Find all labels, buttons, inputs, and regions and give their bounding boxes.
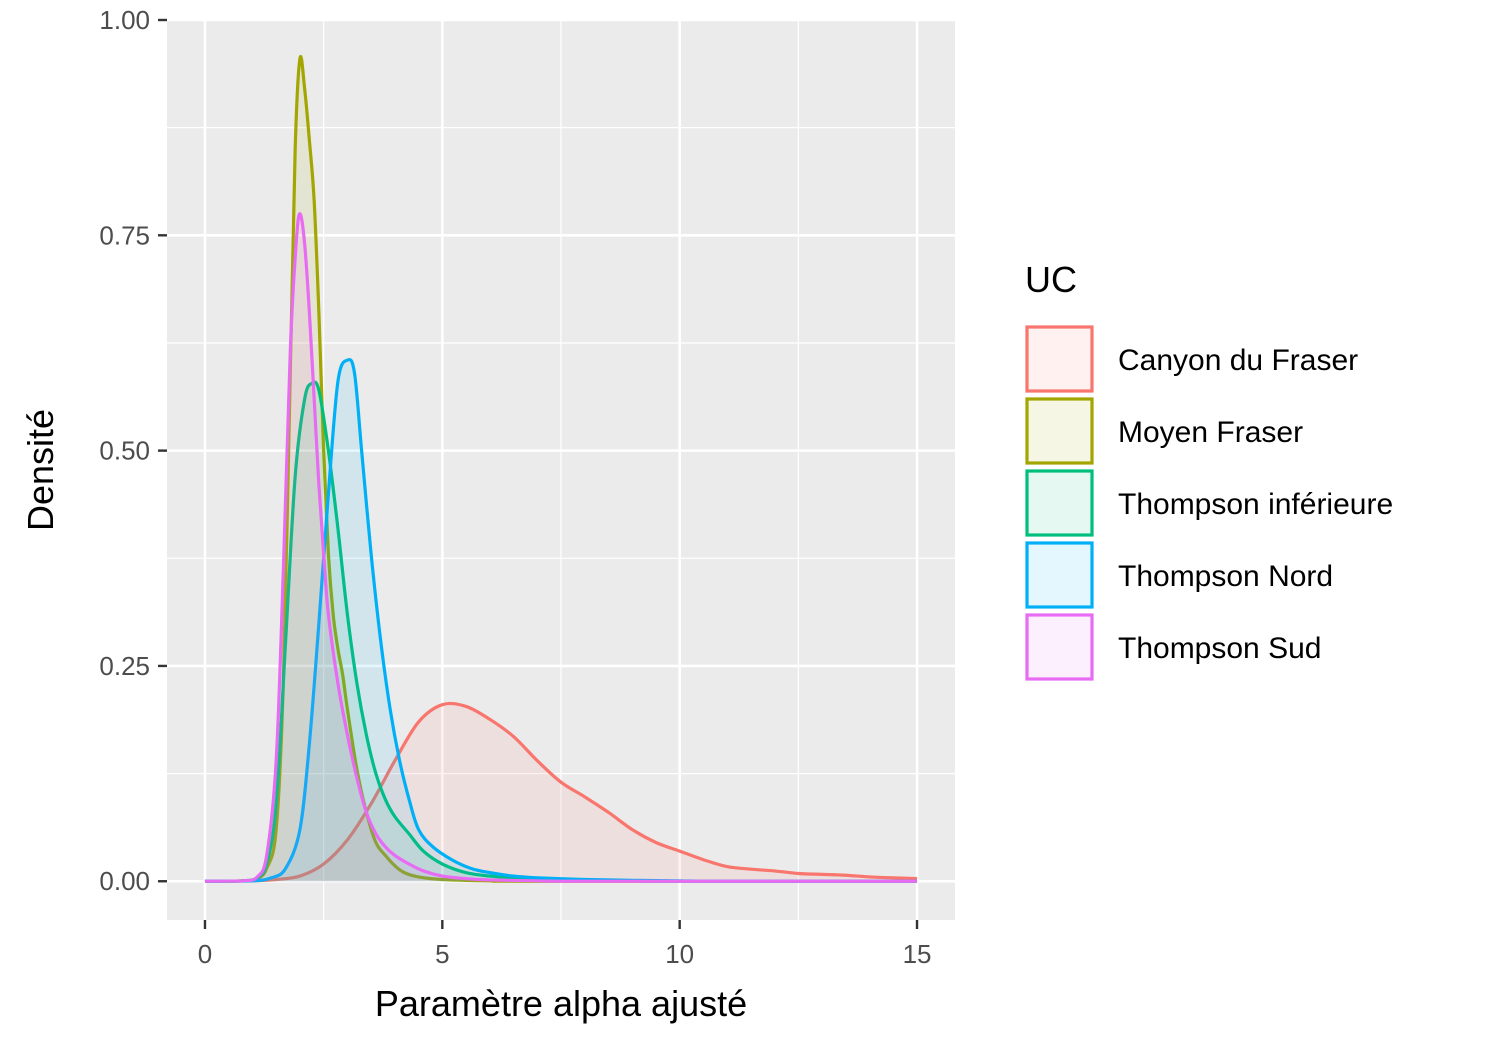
- density-line-3: [204, 357, 918, 883]
- legend-label: Thompson Nord: [1118, 560, 1333, 593]
- legend-label: Moyen Fraser: [1118, 416, 1303, 449]
- density-area-4: [204, 213, 918, 882]
- density-area-2: [204, 382, 918, 882]
- tick-labels: 0 5 10 15 0.00 0.25 0.50 0.75 1.00: [99, 5, 931, 969]
- grid-major: [167, 18, 955, 920]
- x-axis-title: Paramètre alpha ajusté: [375, 983, 747, 1024]
- y-axis-title: Densité: [20, 409, 61, 531]
- y-tick-label: 0.00: [99, 866, 150, 896]
- legend-key-bg: [1027, 543, 1092, 607]
- legend-key: [1025, 613, 1094, 681]
- y-tick-label: 0.50: [99, 436, 150, 466]
- y-tick-label: 0.75: [99, 220, 150, 250]
- legend-key-bg: [1027, 399, 1092, 463]
- density-line-0: [204, 701, 918, 883]
- series-layer: [204, 55, 918, 883]
- density-area-0: [204, 703, 918, 882]
- legend-key: [1025, 325, 1094, 393]
- grid-minor: [167, 20, 955, 920]
- density-line-4: [204, 212, 918, 883]
- legend: UC Canyon du Fraser Moyen Fraser Thompson …: [1025, 259, 1393, 681]
- legend-title: UC: [1025, 259, 1077, 300]
- legend-key-bg: [1027, 471, 1092, 535]
- legend-key-bg: [1027, 327, 1092, 391]
- legend-key: [1025, 469, 1094, 537]
- legend-key: [1025, 397, 1094, 465]
- legend-label: Thompson inférieure: [1118, 488, 1393, 521]
- density-area-3: [204, 359, 918, 882]
- y-tick-label: 1.00: [99, 5, 150, 35]
- legend-key-bg: [1027, 615, 1092, 679]
- legend-label: Thompson Sud: [1118, 632, 1321, 665]
- legend-label: Canyon du Fraser: [1118, 344, 1358, 377]
- legend-key: [1025, 541, 1094, 609]
- x-tick-label: 15: [903, 939, 932, 969]
- legend-items: Canyon du Fraser Moyen Fraser Thompson inf…: [1025, 325, 1393, 681]
- y-tick-label: 0.25: [99, 651, 150, 681]
- axis-ticks: [158, 18, 919, 929]
- x-tick-label: 0: [198, 939, 212, 969]
- x-tick-label: 10: [665, 939, 694, 969]
- x-tick-label: 5: [435, 939, 449, 969]
